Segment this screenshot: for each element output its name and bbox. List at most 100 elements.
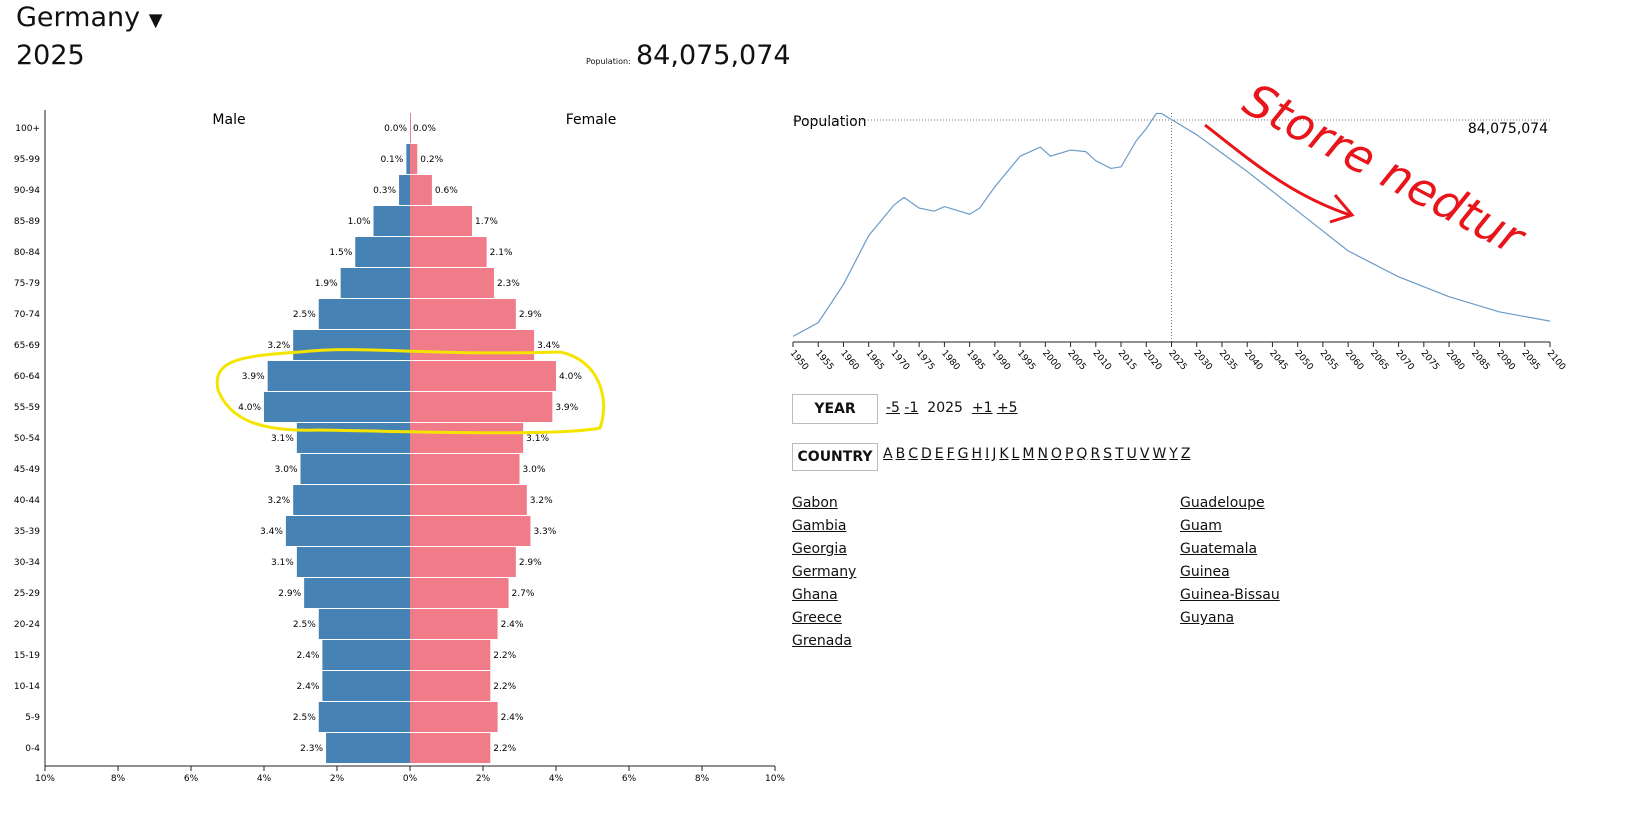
x-tick-label: 1960 (838, 349, 861, 373)
x-tick-label: 2030 (1191, 349, 1214, 373)
male-bar (296, 547, 410, 577)
male-value-label: 0.1% (380, 155, 403, 165)
female-bar (410, 299, 516, 329)
letter-link-H[interactable]: H (971, 446, 983, 462)
year-minus5-link[interactable]: -5 (886, 400, 900, 416)
letter-link-S[interactable]: S (1103, 446, 1113, 462)
age-tick-label: 0-4 (25, 744, 40, 754)
male-value-label: 1.5% (329, 248, 352, 258)
x-tick-label: 6% (622, 774, 637, 784)
letter-link-Y[interactable]: Y (1169, 446, 1178, 462)
letter-link-U[interactable]: U (1126, 446, 1137, 462)
country-link[interactable]: Georgia (792, 541, 847, 557)
female-bar (410, 361, 556, 391)
x-tick-label: 2000 (1040, 349, 1063, 373)
letter-link-L[interactable]: L (1011, 446, 1020, 462)
male-bar (285, 516, 410, 546)
year-minus1-link[interactable]: -1 (904, 400, 919, 416)
letter-link-N[interactable]: N (1037, 446, 1048, 462)
dropdown-triangle-icon[interactable]: ▼ (148, 10, 163, 31)
age-tick-label: 70-74 (14, 310, 40, 320)
x-tick-label: 2100 (1545, 349, 1568, 373)
country-list-col2: Guadeloupe Guam Guatemala Guinea Guinea-Biss… (1180, 492, 1280, 630)
female-value-label: 3.1% (526, 434, 549, 444)
letter-link-F[interactable]: F (946, 446, 955, 462)
country-link[interactable]: Guyana (1180, 610, 1235, 626)
letter-link-D[interactable]: D (920, 446, 932, 462)
country-link[interactable]: Germany (792, 564, 857, 580)
country-link[interactable]: Guinea (1180, 564, 1230, 580)
year-plus5-link[interactable]: +5 (996, 400, 1018, 416)
country-link[interactable]: Gabon (792, 495, 838, 511)
letter-link-J[interactable]: J (992, 446, 997, 462)
letter-link-Q[interactable]: Q (1076, 446, 1088, 462)
population-label: Population: (586, 57, 631, 66)
country-link[interactable]: Ghana (792, 587, 838, 603)
letter-link-I[interactable]: I (985, 446, 990, 462)
x-tick-label: 2% (330, 774, 345, 784)
year-plus1-link[interactable]: +1 (971, 400, 993, 416)
male-bar (373, 206, 410, 236)
male-value-label: 3.4% (260, 527, 283, 537)
age-tick-label: 85-89 (14, 217, 40, 227)
male-value-label: 2.3% (300, 744, 323, 754)
letter-link-K[interactable]: K (999, 446, 1009, 462)
country-link[interactable]: Guinea-Bissau (1180, 587, 1280, 603)
letter-link-C[interactable]: C (908, 446, 918, 462)
country-link[interactable]: Grenada (792, 633, 852, 649)
country-link[interactable]: Guatemala (1180, 541, 1258, 557)
age-tick-label: 100+ (15, 124, 40, 134)
female-value-label: 2.1% (490, 248, 513, 258)
male-bar (318, 702, 410, 732)
letter-link-E[interactable]: E (934, 446, 944, 462)
letter-link-W[interactable]: W (1152, 446, 1167, 462)
female-value-label: 2.3% (497, 279, 520, 289)
letter-link-T[interactable]: T (1115, 446, 1124, 462)
male-bar (322, 640, 410, 670)
x-tick-label: 2060 (1343, 349, 1366, 373)
letter-link-A[interactable]: A (883, 446, 893, 462)
population-value: 84,075,074 (636, 40, 791, 71)
x-tick-label: 1975 (914, 349, 936, 373)
female-bar (410, 206, 473, 236)
female-value-label: 2.2% (493, 682, 516, 692)
male-value-label: 3.0% (275, 465, 298, 475)
letter-link-Z[interactable]: Z (1180, 446, 1191, 462)
x-tick-label: 2090 (1494, 349, 1517, 373)
female-bar (410, 640, 491, 670)
year-button[interactable]: YEAR (792, 394, 878, 424)
letter-link-B[interactable]: B (895, 446, 906, 462)
male-value-label: 2.9% (278, 589, 301, 599)
female-value-label: 2.4% (501, 620, 524, 630)
letter-link-P[interactable]: P (1064, 446, 1074, 462)
x-tick-label: 8% (695, 774, 710, 784)
female-bar (410, 485, 527, 515)
age-tick-label: 30-34 (14, 558, 40, 568)
age-tick-label: 65-69 (14, 341, 40, 351)
country-selector[interactable]: Germany ▼ (16, 2, 163, 33)
letter-link-M[interactable]: M (1022, 446, 1035, 462)
female-value-label: 2.2% (493, 651, 516, 661)
year-nav: -5 -1 2025 +1 +5 (886, 400, 1018, 416)
male-bar (267, 361, 410, 391)
x-tick-label: 1990 (990, 349, 1013, 373)
letter-link-R[interactable]: R (1090, 446, 1101, 462)
male-value-label: 2.4% (297, 682, 320, 692)
country-link[interactable]: Gambia (792, 518, 847, 534)
country-button[interactable]: COUNTRY (792, 443, 878, 471)
male-label: Male (212, 112, 245, 128)
country-link[interactable]: Guadeloupe (1180, 495, 1265, 511)
male-value-label: 2.4% (297, 651, 320, 661)
country-link[interactable]: Greece (792, 610, 842, 626)
letter-link-V[interactable]: V (1139, 446, 1150, 462)
letter-link-G[interactable]: G (957, 446, 969, 462)
male-value-label: 3.1% (271, 434, 294, 444)
male-bar (300, 454, 410, 484)
x-tick-label: 2075 (1419, 349, 1441, 373)
country-link[interactable]: Guam (1180, 518, 1222, 534)
age-tick-label: 25-29 (14, 589, 40, 599)
x-tick-label: 2095 (1519, 349, 1541, 373)
x-tick-label: 2045 (1267, 349, 1289, 373)
letter-link-O[interactable]: O (1050, 446, 1062, 462)
